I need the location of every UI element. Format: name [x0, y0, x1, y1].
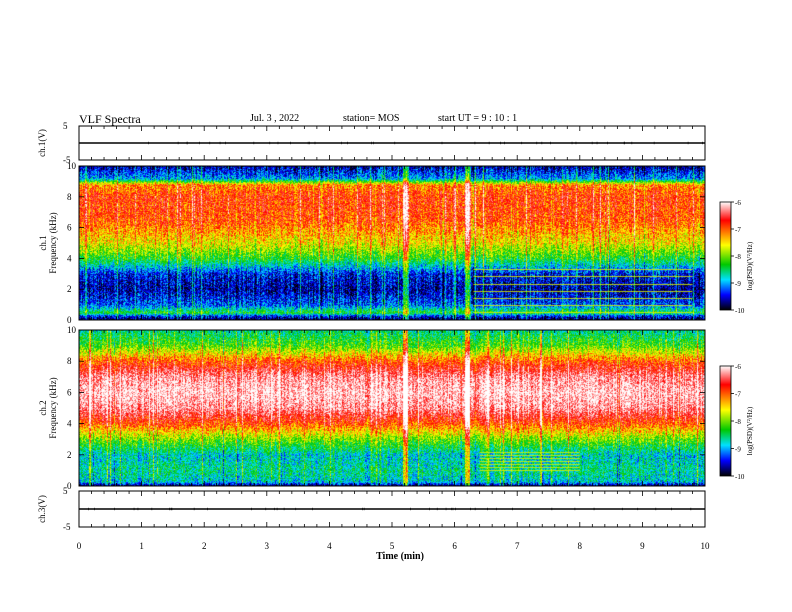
colorbar-label-1: log(PSD)(V²/Hz)	[746, 241, 754, 290]
x-tick-label-7: 7	[515, 541, 520, 551]
y-tick-label-2-3: 6	[67, 387, 72, 397]
y-tick-label-2-2: 4	[67, 419, 72, 429]
y-tick-label-2-4: 8	[67, 356, 72, 366]
spectrogram-image-ch2	[79, 330, 705, 486]
start-time-label: start UT = 9 : 10 : 1	[438, 113, 518, 124]
y-tick-label-1-2: 4	[67, 253, 72, 263]
date-label: Jul. 3 , 2022	[250, 113, 300, 124]
spectrogram-canvas-ch2	[79, 330, 705, 486]
y-axis-label-1-1: Frequency (kHz)	[48, 212, 58, 273]
colorbar-tick-label-2-3: -9	[735, 446, 741, 454]
y-tick-label-1-5: 10	[67, 161, 77, 171]
colorbar-tick-label-2-1: -7	[735, 391, 741, 399]
colorbar-tick-label-1-2: -8	[735, 253, 741, 261]
y-axis-label-2-1: Frequency (kHz)	[48, 377, 58, 438]
y-tick-label-1-1: 2	[67, 284, 72, 294]
y-axis-label-3: ch.3(V)	[37, 495, 47, 523]
y-tick-label-3-0: 5	[63, 486, 68, 496]
colorbar-tick-label-1-0: -6	[735, 199, 741, 207]
colorbar-tick-label-1-1: -7	[735, 226, 741, 234]
colorbar-1	[719, 201, 732, 311]
colorbar-2	[719, 365, 732, 477]
y-tick-label-2-0: 0	[67, 481, 72, 491]
x-axis-label: Time (min)	[376, 551, 424, 562]
spectrogram-canvas-ch1	[79, 166, 705, 320]
figure-title: VLF Spectra	[79, 112, 141, 126]
spectrogram-image-ch1	[79, 166, 705, 320]
x-tick-label-6: 6	[452, 541, 457, 551]
colorbar-tick-label-2-2: -8	[735, 418, 741, 426]
y-tick-label-2-5: 10	[67, 325, 77, 335]
colorbar-tick-label-2-4: -10	[735, 473, 745, 481]
y-tick-label-2-1: 2	[67, 450, 72, 460]
y-axis-label-0: ch.1(V)	[37, 129, 47, 157]
x-tick-label-5: 5	[390, 541, 395, 551]
x-tick-label-10: 10	[701, 541, 711, 551]
station-label: station= MOS	[343, 113, 400, 124]
y-tick-label-0-0: 5	[63, 121, 68, 131]
y-axis-label-1-0: ch.1	[38, 235, 48, 250]
y-tick-label-1-3: 6	[67, 223, 72, 233]
x-tick-label-2: 2	[202, 541, 207, 551]
y-axis-label-2-0: ch.2	[38, 400, 48, 415]
x-tick-label-9: 9	[640, 541, 645, 551]
colorbar-tick-label-1-3: -9	[735, 280, 741, 288]
x-tick-label-8: 8	[578, 541, 583, 551]
colorbar-tick-label-2-0: -6	[735, 363, 741, 371]
y-tick-label-0-1: -5	[63, 155, 71, 165]
x-tick-label-3: 3	[265, 541, 270, 551]
y-tick-label-3-1: -5	[63, 522, 71, 532]
colorbar-tick-label-1-4: -10	[735, 307, 745, 315]
y-tick-label-1-4: 8	[67, 192, 72, 202]
x-tick-label-0: 0	[77, 541, 82, 551]
colorbar-label-2: log(PSD)(V²/Hz)	[746, 406, 754, 455]
x-tick-label-4: 4	[327, 541, 332, 551]
y-tick-label-1-0: 0	[67, 315, 72, 325]
x-tick-label-1: 1	[139, 541, 144, 551]
